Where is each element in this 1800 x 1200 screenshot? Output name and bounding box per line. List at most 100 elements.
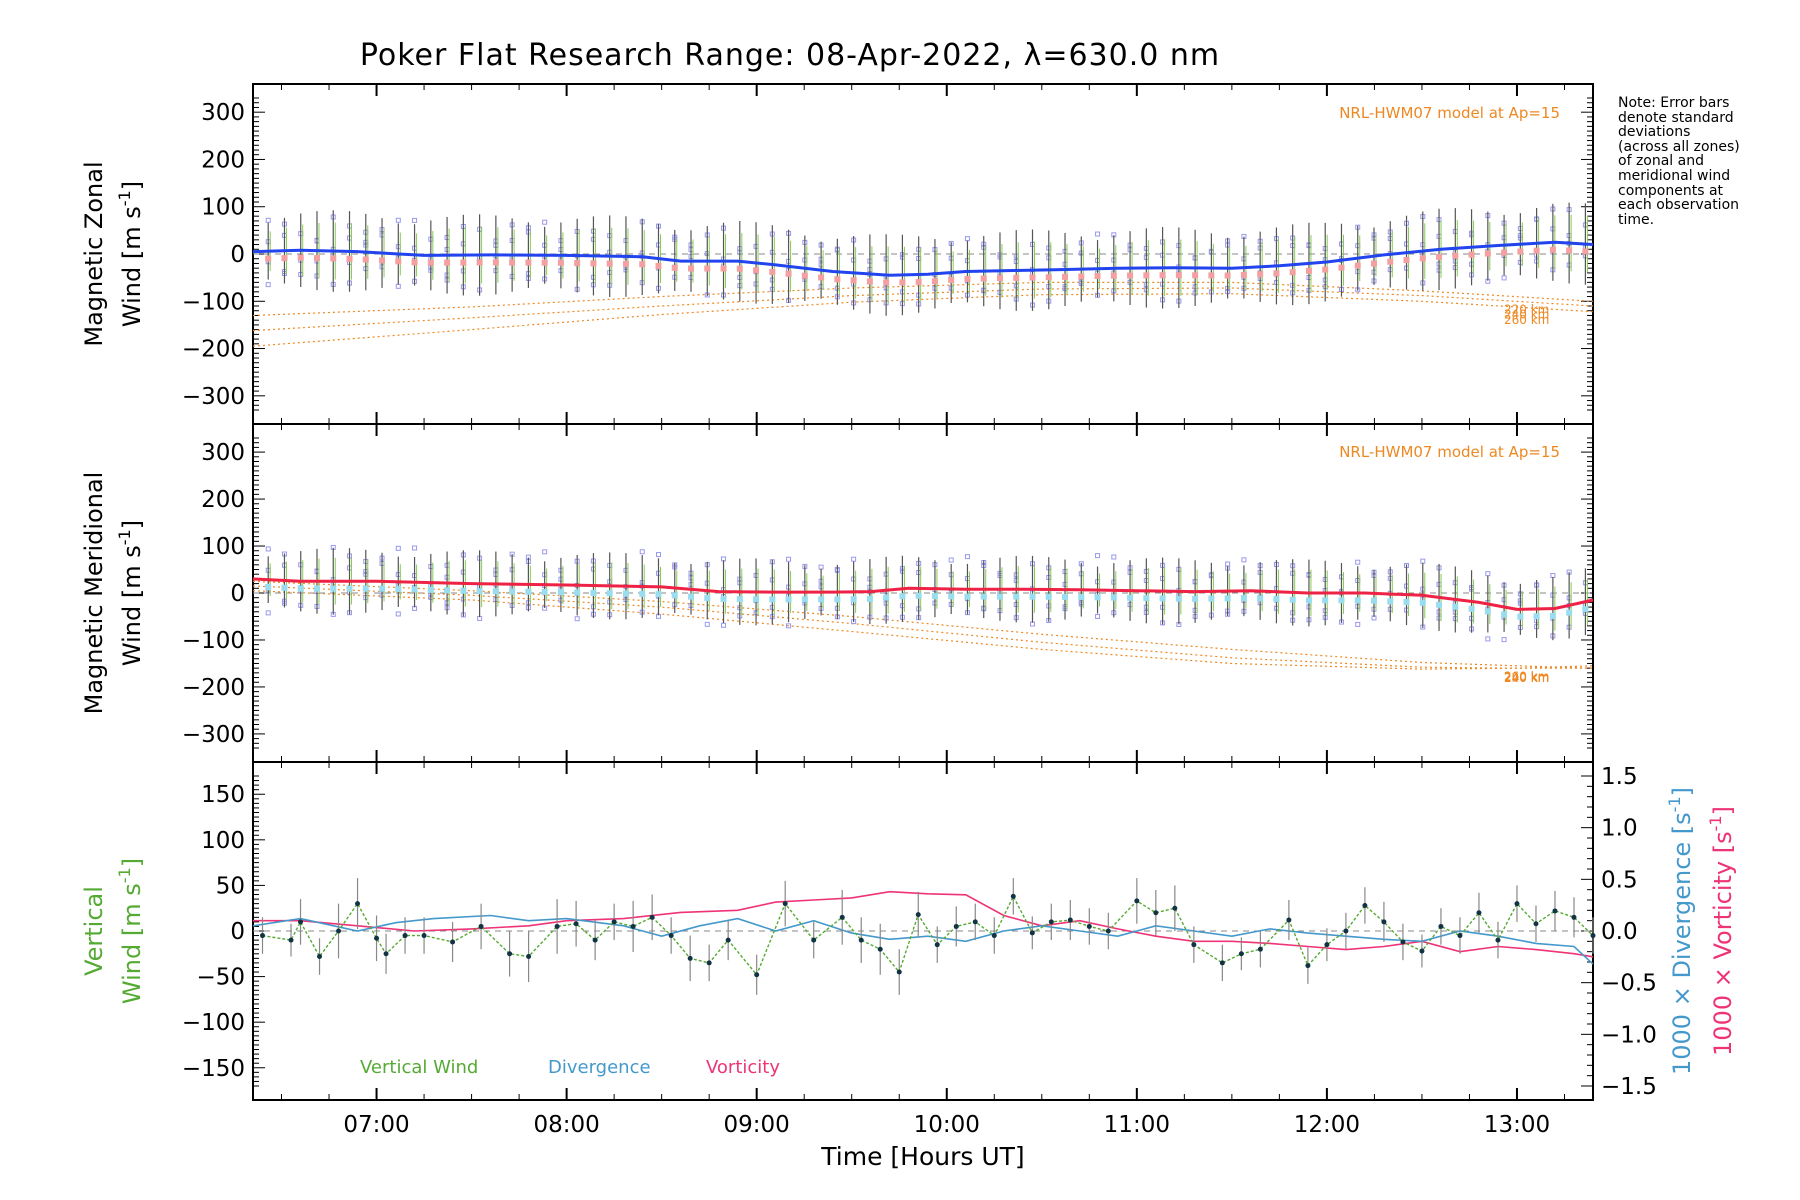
vertical-wind-point (706, 960, 712, 966)
zone-sample-marker (265, 546, 271, 552)
offset-marker (769, 596, 776, 603)
offset-marker (1370, 260, 1377, 267)
vertical-wind-point (915, 912, 921, 918)
zone-sample-marker (1355, 559, 1361, 565)
offset-marker (476, 259, 483, 266)
vertical-ylabel-unit: Wind [m s (118, 883, 146, 1004)
zonal-ylabel-end: ] (118, 181, 146, 190)
offset-marker (1452, 603, 1459, 610)
offset-marker (1387, 598, 1394, 605)
vertical-ylabel-end: ] (118, 858, 146, 867)
offset-marker (557, 589, 564, 596)
offset-marker (834, 596, 841, 603)
vertical-wind-point (478, 923, 484, 929)
offset-marker (1029, 274, 1036, 281)
offset-marker (509, 588, 516, 595)
offset-marker (704, 594, 711, 601)
meridional-ylabel-end: ] (118, 520, 146, 529)
zone-sample-marker (265, 610, 271, 616)
offset-marker (1013, 274, 1020, 281)
y-tick-label: −100 (182, 628, 245, 654)
offset-marker (1517, 613, 1524, 620)
vertical-wind-point (858, 937, 864, 943)
y-tick-label: 0 (230, 242, 245, 268)
offset-marker (1127, 594, 1134, 601)
offset-marker (1045, 593, 1052, 600)
x-axis-label: Time [Hours UT] (821, 1142, 1025, 1171)
offset-marker (460, 259, 467, 266)
x-tick-label: 08:00 (533, 1112, 599, 1138)
offset-marker (1338, 597, 1345, 604)
offset-marker (427, 259, 434, 266)
offset-marker (801, 596, 808, 603)
vertical-wind-point (1086, 923, 1092, 929)
vorticity-ylabel-text: 1000 × Vorticity [s (1709, 831, 1737, 1056)
offset-marker (346, 585, 353, 592)
zone-sample-marker (412, 545, 418, 551)
offset-marker (704, 265, 711, 272)
vertical-ylabel-line2: Wind [m s-1] (115, 858, 146, 1004)
offset-marker (1370, 597, 1377, 604)
y-tick-label: −100 (182, 289, 245, 315)
offset-marker (606, 590, 613, 597)
zone-sample-marker (1095, 613, 1101, 619)
vertical-wind-point (896, 969, 902, 975)
offset-marker (492, 259, 499, 266)
divergence-line (252, 914, 1594, 965)
vertical-wind-point (1010, 893, 1016, 899)
offset-marker (1517, 248, 1524, 255)
error-bar-note: Note: Error bars denote standard deviati… (1618, 96, 1793, 227)
model-curve-label: 240 km (1504, 671, 1549, 685)
offset-marker (525, 259, 532, 266)
offset-marker (476, 588, 483, 595)
zone-sample-marker (964, 236, 970, 242)
vertical-wind-point (991, 933, 997, 939)
offset-marker (948, 276, 955, 283)
offset-marker (1338, 264, 1345, 271)
offset-marker (313, 255, 320, 262)
offset-marker (1159, 595, 1166, 602)
offset-marker (1240, 271, 1247, 278)
offset-marker (1078, 273, 1085, 280)
vertical-wind-point (1305, 963, 1311, 969)
model-curve-label: 220 km (1504, 670, 1549, 684)
vertical-wind-point (1324, 942, 1330, 948)
offset-marker (444, 587, 451, 594)
offset-marker (1289, 596, 1296, 603)
offset-marker (1257, 595, 1264, 602)
vertical-wind-point (811, 937, 817, 943)
offset-marker (460, 587, 467, 594)
offset-marker (1403, 257, 1410, 264)
zonal-wind-line (252, 240, 1594, 277)
note-line: (across all zones) (1618, 138, 1740, 155)
meridional-ylabel-line1: Magnetic Meridional (80, 472, 108, 715)
vertical-wind-point (1029, 930, 1035, 936)
zone-sample-marker (265, 217, 271, 223)
y-tick-label: −300 (182, 722, 245, 748)
zonal-model-label: NRL-HWM07 model at Ap=15 (1339, 104, 1560, 122)
x-tick-label: 11:00 (1104, 1112, 1170, 1138)
vertical-wind-point (1191, 942, 1197, 948)
zone-sample-marker (412, 217, 418, 223)
offset-marker (1110, 594, 1117, 601)
offset-marker (639, 261, 646, 268)
meridional-ylabel-line2: Wind [m s-1] (115, 520, 146, 666)
offset-marker (297, 254, 304, 261)
model-curve-label: 260 km (1504, 313, 1549, 327)
offset-marker (996, 593, 1003, 600)
y-tick-label: 50 (216, 873, 245, 899)
vertical-wind-point (355, 901, 361, 907)
offset-marker (1192, 595, 1199, 602)
model-curve (252, 580, 1594, 669)
offset-marker (1175, 272, 1182, 279)
vertical-wind-point (668, 933, 674, 939)
y-tick-label: 300 (201, 440, 245, 466)
offset-marker (1419, 255, 1426, 262)
zone-sample-marker (818, 564, 824, 570)
offset-marker (1062, 593, 1069, 600)
zone-sample-marker (1095, 553, 1101, 559)
offset-marker (313, 585, 320, 592)
figure-title: Poker Flat Research Range: 08-Apr-2022, … (359, 38, 1221, 73)
y2-tick-label: −1.0 (1601, 1022, 1657, 1048)
zone-sample-marker (1355, 621, 1361, 627)
